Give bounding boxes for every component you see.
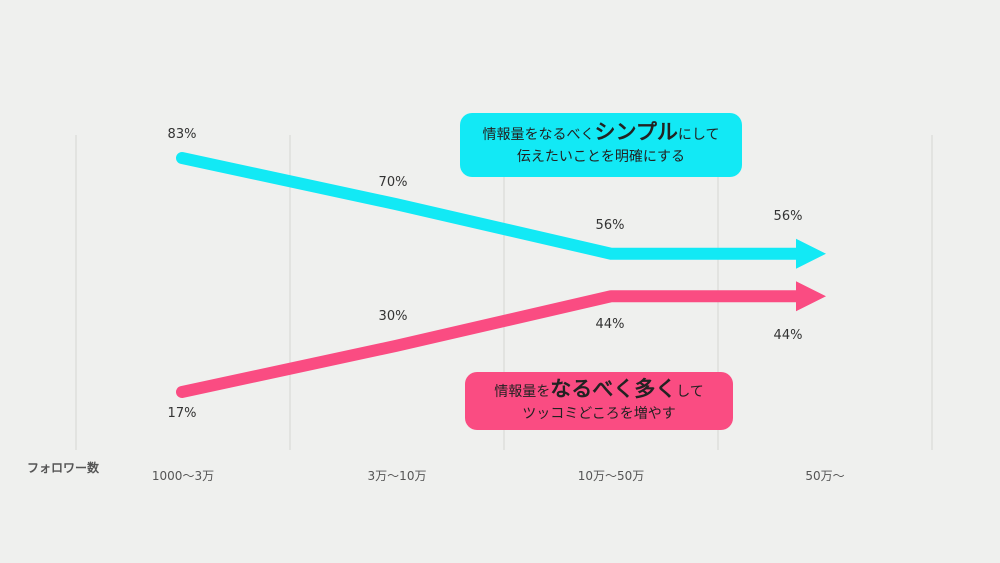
annotation-more-emphasis: なるべく多く: [550, 377, 677, 401]
annotation-simple-text-b: にして: [677, 127, 720, 143]
x-tick-label: 3万～10万: [368, 469, 427, 483]
series-arrowhead: [796, 238, 826, 269]
data-label: 17%: [168, 406, 197, 421]
data-labels: 83% 70% 56% 56% 17% 30% 44% 44%: [168, 127, 803, 421]
annotation-simple-line2: 伝えたいことを明確にする: [516, 149, 686, 165]
data-label: 56%: [774, 209, 803, 224]
annotation-more: 情報量をなるべく多くして ツッコミどころを増やす: [465, 372, 733, 430]
annotation-simple-text-a: 情報量をなるべく: [482, 127, 595, 143]
data-label: 44%: [596, 317, 625, 332]
data-label: 83%: [168, 127, 197, 142]
annotation-more-text-a: 情報量を: [494, 384, 551, 400]
annotation-simple: 情報量をなるべくシンプルにして 伝えたいことを明確にする: [460, 113, 742, 177]
series-line: [176, 152, 806, 260]
x-tick-label: 1000～3万: [152, 469, 214, 483]
data-label: 30%: [379, 309, 408, 324]
series-cyan: [176, 152, 826, 269]
series-arrowhead: [796, 281, 826, 312]
annotation-more-text-b: して: [676, 384, 704, 400]
x-tick-labels: 1000～3万 3万～10万 10万～50万 50万～: [152, 469, 845, 483]
x-tick-label: 10万～50万: [578, 469, 645, 483]
annotation-simple-emphasis: シンプル: [594, 120, 678, 144]
series-line: [176, 290, 806, 398]
data-label: 44%: [774, 328, 803, 343]
annotation-more-line2: ツッコミどころを増やす: [522, 406, 676, 422]
x-tick-label: 50万～: [805, 469, 844, 483]
x-axis-label: フォロワー数: [27, 460, 100, 475]
data-label: 70%: [379, 175, 408, 190]
series-pink: [176, 281, 826, 398]
data-label: 56%: [596, 218, 625, 233]
